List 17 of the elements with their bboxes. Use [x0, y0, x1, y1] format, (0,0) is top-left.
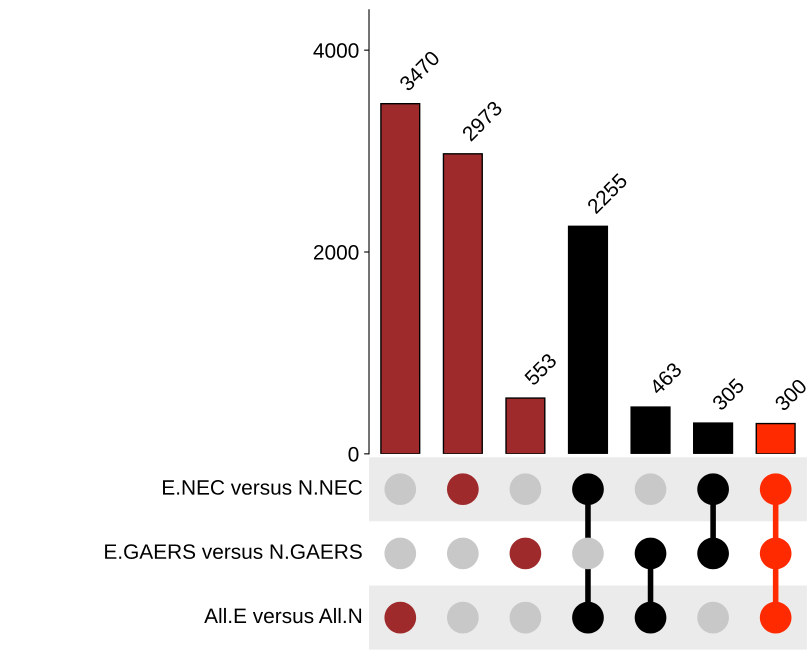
y-tick-label: 2000 [314, 245, 358, 260]
bar [630, 406, 671, 454]
y-tick-label: 4000 [313, 43, 358, 58]
data-label: 300 [774, 378, 808, 412]
bar [756, 422, 796, 454]
bar [505, 397, 546, 454]
y-tick-label: 0 [348, 446, 358, 462]
bar [568, 226, 608, 454]
bar [380, 102, 420, 454]
text: All.E versus All.N [204, 608, 362, 624]
bar [442, 153, 483, 454]
bar [693, 422, 734, 454]
data-label: 305 [711, 377, 746, 412]
data-label: 463 [648, 362, 683, 396]
data-label: 553 [524, 352, 558, 386]
text: E.GAERS versus N.GAERS [105, 544, 362, 560]
text: E.NEC versus N.NEC [163, 480, 362, 495]
